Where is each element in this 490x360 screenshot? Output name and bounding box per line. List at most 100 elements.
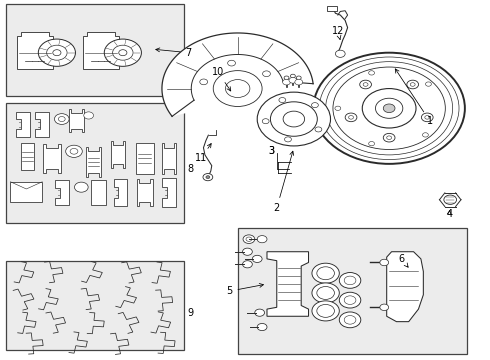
Text: 3: 3 [269, 146, 275, 156]
Polygon shape [44, 144, 61, 173]
Circle shape [375, 98, 403, 118]
Polygon shape [111, 141, 125, 168]
Text: 8: 8 [187, 164, 194, 174]
Circle shape [344, 316, 356, 324]
Circle shape [113, 45, 133, 60]
Circle shape [289, 77, 297, 83]
Polygon shape [114, 179, 127, 206]
Bar [5, 4, 184, 96]
Circle shape [284, 76, 289, 80]
Circle shape [333, 67, 445, 149]
Polygon shape [21, 143, 34, 170]
Circle shape [279, 98, 286, 103]
Bar [238, 228, 467, 354]
Circle shape [74, 182, 88, 192]
Circle shape [255, 309, 265, 316]
Circle shape [339, 273, 361, 288]
Polygon shape [387, 252, 423, 321]
Text: 4: 4 [446, 209, 452, 219]
Polygon shape [136, 143, 154, 174]
Circle shape [407, 80, 418, 89]
Polygon shape [55, 180, 69, 205]
Circle shape [312, 263, 339, 283]
Circle shape [66, 145, 82, 157]
Circle shape [296, 76, 301, 80]
Circle shape [335, 50, 345, 57]
Circle shape [243, 248, 252, 255]
Circle shape [339, 292, 361, 308]
Circle shape [283, 79, 291, 85]
Circle shape [213, 71, 262, 107]
Text: 9: 9 [187, 308, 194, 318]
Bar [5, 261, 184, 350]
Circle shape [200, 79, 208, 85]
Circle shape [291, 74, 295, 78]
Circle shape [312, 301, 339, 321]
Text: 2: 2 [273, 151, 294, 213]
Circle shape [257, 92, 331, 146]
Text: 6: 6 [398, 254, 408, 267]
Polygon shape [86, 147, 101, 177]
Circle shape [339, 312, 361, 328]
Circle shape [47, 45, 67, 60]
Circle shape [387, 136, 392, 139]
Text: 1: 1 [395, 69, 433, 126]
Circle shape [312, 283, 339, 303]
Text: 3: 3 [269, 146, 275, 156]
Circle shape [84, 112, 94, 119]
Text: 7: 7 [156, 48, 192, 58]
Circle shape [203, 174, 213, 181]
Circle shape [319, 57, 459, 159]
Polygon shape [162, 178, 176, 207]
Circle shape [119, 50, 127, 56]
Circle shape [54, 114, 69, 125]
Circle shape [368, 71, 374, 75]
Circle shape [317, 305, 334, 318]
Circle shape [257, 235, 267, 243]
Circle shape [362, 89, 416, 128]
Circle shape [335, 106, 341, 111]
Polygon shape [91, 180, 106, 205]
Text: 10: 10 [212, 67, 231, 91]
Circle shape [206, 176, 210, 179]
Polygon shape [267, 252, 309, 316]
Polygon shape [162, 33, 313, 116]
Circle shape [315, 127, 322, 132]
Circle shape [285, 137, 292, 142]
Circle shape [317, 287, 334, 300]
Circle shape [380, 259, 389, 266]
Circle shape [283, 111, 305, 127]
Circle shape [58, 117, 65, 122]
Polygon shape [35, 112, 49, 137]
Polygon shape [162, 143, 176, 174]
Text: 12: 12 [332, 26, 344, 39]
Polygon shape [10, 182, 42, 202]
Circle shape [252, 255, 262, 262]
Circle shape [225, 80, 250, 98]
Text: 11: 11 [195, 144, 211, 163]
Circle shape [270, 102, 318, 136]
Circle shape [243, 235, 255, 243]
Polygon shape [137, 179, 153, 206]
Circle shape [425, 116, 430, 119]
Circle shape [326, 62, 453, 155]
Circle shape [246, 237, 252, 241]
Circle shape [243, 261, 252, 268]
Polygon shape [83, 32, 119, 69]
Circle shape [348, 116, 353, 119]
Circle shape [257, 323, 267, 330]
Circle shape [70, 148, 78, 154]
Circle shape [53, 50, 61, 56]
Circle shape [410, 83, 415, 86]
Circle shape [383, 104, 395, 113]
Circle shape [317, 267, 334, 280]
Polygon shape [16, 112, 29, 137]
Circle shape [312, 103, 318, 108]
Circle shape [363, 83, 368, 86]
Circle shape [228, 60, 236, 66]
Text: 5: 5 [226, 283, 264, 296]
Circle shape [422, 133, 428, 137]
Circle shape [421, 113, 433, 122]
Circle shape [380, 304, 389, 311]
Circle shape [425, 82, 431, 86]
